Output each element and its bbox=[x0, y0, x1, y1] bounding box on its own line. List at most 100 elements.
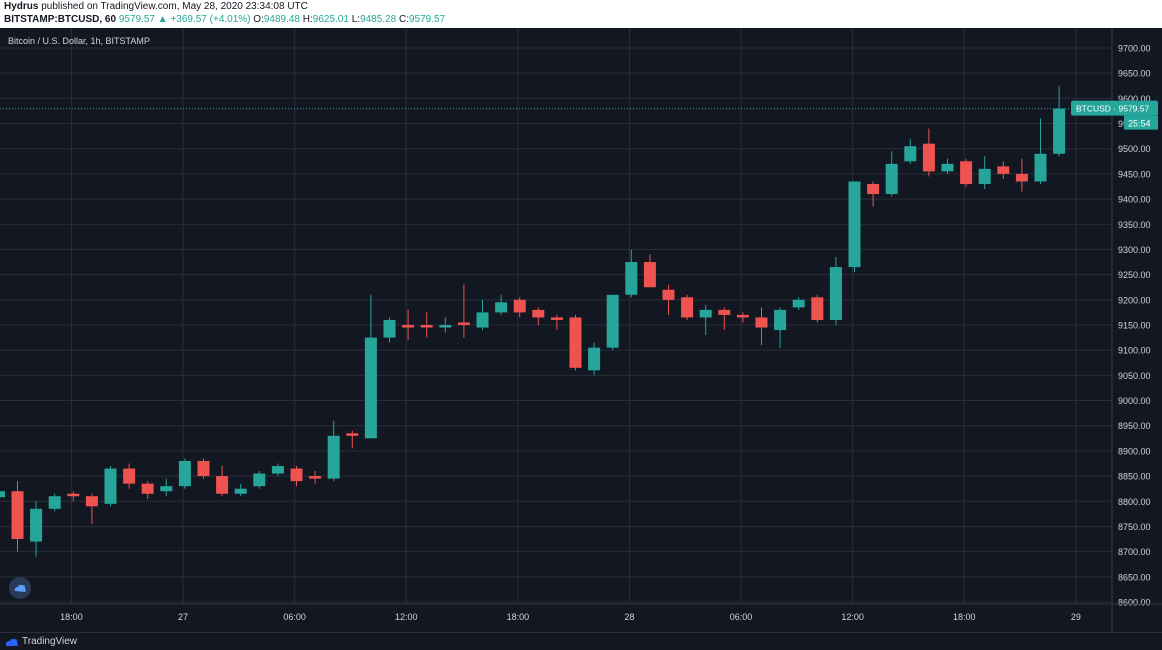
candle-up bbox=[30, 508, 43, 542]
candle-down bbox=[922, 143, 935, 172]
last-price-badge-text: BTCUSD · 9579.57 bbox=[1076, 104, 1149, 114]
y-tick-label: 9500.00 bbox=[1118, 144, 1151, 154]
candle-up bbox=[829, 267, 842, 320]
high-value: 9625.01 bbox=[312, 14, 349, 25]
x-tick-label: 28 bbox=[624, 612, 634, 622]
candle-up bbox=[178, 460, 191, 487]
candle-down bbox=[11, 491, 24, 540]
low-label: L: bbox=[351, 14, 361, 25]
candle-up bbox=[364, 337, 377, 439]
y-tick-label: 8950.00 bbox=[1118, 421, 1151, 431]
y-tick-label: 9400.00 bbox=[1118, 195, 1151, 205]
last-price: 9579.57 bbox=[118, 14, 155, 25]
y-tick-label: 9000.00 bbox=[1118, 396, 1151, 406]
candle-down bbox=[513, 299, 526, 313]
candle-down bbox=[736, 314, 749, 318]
x-tick-label: 18:00 bbox=[953, 612, 976, 622]
candle-down bbox=[662, 289, 675, 300]
close-value: 9579.57 bbox=[409, 14, 446, 25]
candle-down bbox=[569, 317, 582, 368]
candle-down bbox=[550, 317, 563, 320]
x-tick-label: 06:00 bbox=[730, 612, 753, 622]
candle-up bbox=[476, 312, 489, 328]
candle-down bbox=[532, 309, 545, 318]
y-tick-label: 8700.00 bbox=[1118, 547, 1151, 557]
tradingview-cloud-icon[interactable] bbox=[9, 577, 31, 599]
open-value: 9489.48 bbox=[263, 14, 300, 25]
candle-down bbox=[811, 297, 824, 320]
y-tick-label: 8800.00 bbox=[1118, 497, 1151, 507]
candle-up bbox=[792, 299, 805, 308]
publish-line: Hydrus published on TradingView.com, May… bbox=[4, 1, 308, 12]
footer-bar: TradingView bbox=[0, 632, 1162, 650]
candle-up bbox=[588, 347, 601, 371]
candle-up bbox=[625, 262, 638, 295]
chart-title: Bitcoin / U.S. Dollar, 1h, BITSTAMP bbox=[8, 36, 150, 46]
candle-down bbox=[290, 468, 303, 482]
y-tick-label: 8850.00 bbox=[1118, 472, 1151, 482]
candle-up bbox=[904, 146, 917, 162]
candle-down bbox=[997, 166, 1010, 174]
close-label: C: bbox=[399, 14, 409, 25]
y-tick-label: 9050.00 bbox=[1118, 371, 1151, 381]
candle-up bbox=[0, 491, 5, 498]
x-tick-label: 18:00 bbox=[507, 612, 530, 622]
author-name[interactable]: Hydrus bbox=[4, 1, 39, 12]
footer-brand[interactable]: TradingView bbox=[22, 636, 78, 647]
x-tick-label: 27 bbox=[178, 612, 188, 622]
countdown-badge bbox=[1124, 115, 1158, 130]
candle-up bbox=[495, 302, 508, 313]
candle-down bbox=[1015, 173, 1028, 182]
countdown-text: 25:54 bbox=[1128, 119, 1151, 129]
publish-header: Hydrus published on TradingView.com, May… bbox=[0, 0, 1162, 28]
candle-down bbox=[718, 309, 731, 315]
candle-up bbox=[1053, 108, 1066, 154]
y-tick-label: 8600.00 bbox=[1118, 598, 1151, 608]
candle-up bbox=[160, 486, 173, 492]
low-value: 9485.28 bbox=[360, 14, 397, 25]
y-tick-label: 9200.00 bbox=[1118, 295, 1151, 305]
candle-down bbox=[755, 317, 768, 328]
x-tick-label: 12:00 bbox=[841, 612, 864, 622]
cloud-icon bbox=[14, 584, 26, 592]
candle-down bbox=[197, 460, 210, 477]
price-change: ▲ +369.57 (+4.01%) bbox=[157, 14, 251, 25]
candle-up bbox=[234, 488, 247, 494]
y-tick-label: 9150.00 bbox=[1118, 321, 1151, 331]
y-tick-label: 9250.00 bbox=[1118, 270, 1151, 280]
candle-down bbox=[420, 325, 433, 328]
candle-down bbox=[309, 476, 322, 479]
candle-up bbox=[774, 309, 787, 331]
candle-up bbox=[848, 181, 861, 268]
high-label: H: bbox=[302, 14, 313, 25]
open-label: O: bbox=[253, 14, 264, 25]
candle-down bbox=[960, 161, 973, 184]
y-tick-label: 8650.00 bbox=[1118, 572, 1151, 582]
candle-down bbox=[402, 325, 415, 328]
candle-up bbox=[253, 473, 266, 487]
y-tick-label: 9650.00 bbox=[1118, 69, 1151, 79]
x-tick-label: 06:00 bbox=[283, 612, 306, 622]
candle-up bbox=[104, 468, 117, 504]
tradingview-logo-icon bbox=[5, 638, 18, 646]
symbol-label: BITSTAMP:BTCUSD, 60 bbox=[4, 14, 117, 25]
candle-up bbox=[1034, 153, 1047, 182]
quote-line: BITSTAMP:BTCUSD, 60 9579.57 ▲ +369.57 (+… bbox=[4, 14, 445, 25]
candle-up bbox=[699, 309, 712, 318]
y-tick-label: 9350.00 bbox=[1118, 220, 1151, 230]
candle-down bbox=[216, 476, 229, 494]
x-tick-label: 18:00 bbox=[60, 612, 83, 622]
candle-down bbox=[67, 493, 80, 497]
candle-up bbox=[383, 319, 396, 338]
candle-up bbox=[606, 294, 619, 348]
y-tick-label: 9700.00 bbox=[1118, 44, 1151, 54]
candle-up bbox=[327, 435, 340, 479]
candle-up bbox=[885, 163, 898, 195]
x-tick-label: 12:00 bbox=[395, 612, 418, 622]
candle-down bbox=[457, 322, 470, 325]
candle-down bbox=[141, 483, 154, 494]
candle-down bbox=[346, 433, 359, 436]
y-tick-label: 9600.00 bbox=[1118, 94, 1151, 104]
candle-down bbox=[85, 496, 98, 507]
